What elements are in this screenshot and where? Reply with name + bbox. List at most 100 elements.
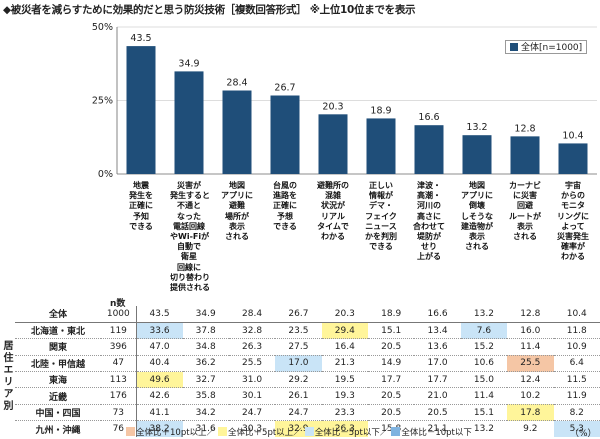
y-tick-label: 50% [92,22,113,33]
table-cell: 20.5 [368,403,415,421]
row-n: 1000 [101,306,137,323]
category-label: 台風の 進路を 正確に 予想 できる [273,181,297,231]
table-cell: 16.0 [507,321,554,339]
footnote-swatch [304,427,314,436]
table-cell: 10.2 [507,387,554,405]
table-cell: 43.5 [136,306,183,323]
table-cell: 11.8 [553,321,600,339]
table-row: 関東 396 47.0 34.8 26.3 27.5 16.4 20.5 13.6 15.2 11.… [15,338,600,356]
bar [270,95,300,174]
footnote-label: 全体比＋10pt以上／ [136,428,216,438]
y-tick-label: 25% [92,96,113,107]
table-cell: 24.7 [228,403,276,421]
row-label: 北陸・甲信越 [15,354,102,372]
table-cell: 41.1 [136,403,183,421]
table-cell: 28.4 [228,306,276,323]
table-cell: 17.7 [414,371,461,388]
bar-value-label: 16.6 [418,112,439,123]
table-cell: 26.1 [275,387,322,405]
table-cell: 32.8 [228,321,276,339]
bar [558,143,588,174]
bar [174,71,204,174]
chart-legend: 全体[n=1000] [505,40,587,54]
table-cell: 21.0 [414,387,461,405]
bar-value-label: 34.9 [178,58,199,69]
bar-value-label: 28.4 [226,78,247,89]
bar [222,90,252,174]
category-label: 正しい 情報が デマ・ フェイク ニュース かを判別 できる [365,181,397,252]
table-cell: 29.2 [275,371,322,388]
row-label: 中国・四国 [15,403,102,421]
table-cell: 11.4 [460,387,508,405]
table-cell: 17.8 [507,403,554,421]
table-cell: 33.6 [136,321,183,339]
table-cell: 36.2 [182,354,229,372]
bar-value-label: 10.4 [562,130,583,141]
table-cell: 10.4 [553,306,600,323]
table-cell: 13.2 [460,420,508,438]
bar-chart: 0% 25% 50% 43.5 34.9 28.4 26.7 20.3 18.9 16.6 13.2… [92,22,597,180]
table-cell: 11.5 [553,371,600,388]
table-cell: 25.5 [228,354,276,372]
table-cell: 34.9 [182,306,229,323]
table-cell: 31.0 [228,371,276,388]
table-cell: 40.4 [136,354,183,372]
footnote-swatch [391,427,401,436]
table-cell: 13.2 [460,306,508,323]
table-cell: 12.4 [507,371,554,388]
row-n: 176 [101,387,137,405]
bar-value-label: 26.7 [274,83,295,94]
crosstab-table: 全体 1000 43.5 34.9 28.4 26.7 20.3 18.9 16.6 13.2 12… [15,306,600,438]
bar-value-label: 13.2 [466,122,487,133]
highlight-footnote: 全体比＋10pt以上／ 全体比＋5pt以上／ 全体比－5pt以下／ 全体比－10pt以… [126,426,475,438]
bar-value-label: 12.8 [514,123,535,134]
table-cell: 17.0 [414,354,461,372]
table-row: 九州・沖縄7638.231.630.332.926.315.821.113.29… [15,420,600,438]
bar [510,136,540,174]
footnote-label: 全体比＋5pt以上／ [228,428,302,438]
category-label: 宇宙 からの モニタ リングに よって 災害発生 確率が わかる [557,181,589,262]
category-label: カーナビ に災害 回避 ルートが 表示 される [509,181,541,242]
n-column-header: n数 [110,299,126,309]
bar-value-label: 20.3 [322,101,343,112]
table-cell: 29.4 [321,321,368,339]
table-row: 近畿 176 42.6 35.8 30.1 26.1 19.3 20.5 21.0 11.4 10.… [15,387,600,405]
category-label: 避難所の 混雑 状況が リアル タイムで わかる [317,181,349,242]
table-cell: 10.6 [460,354,508,372]
legend-swatch [510,43,518,51]
bar-value-label: 43.5 [130,33,151,44]
table-cell: 9.2 [507,420,554,438]
table-cell: 26.7 [275,306,322,323]
row-n: 73 [101,403,137,421]
bar [414,125,444,174]
row-n: 396 [101,338,137,356]
table-cell: 16.4 [321,338,368,356]
table-cell: 20.3 [321,306,368,323]
bar [366,118,396,174]
table-cell: 12.8 [507,306,554,323]
table-cell: 26.3 [321,420,368,438]
table-cell: 13.4 [414,321,461,339]
table-row: 中国・四国 73 41.1 34.2 24.7 24.7 23.3 20.5 20.5 15.1 1… [15,403,600,421]
table-cell: 25.5 [507,354,554,372]
row-n: 47 [101,354,137,372]
table-cell: 15.1 [368,321,415,339]
table-cell: 26.3 [228,338,276,356]
table-row: 北海道・東北 119 33.6 37.8 32.8 23.5 29.4 15.1 13.4 7.6… [15,321,600,339]
table-cell: 10.9 [553,338,600,356]
y-tick-label: 0% [98,169,113,180]
row-label: 近畿 [15,387,102,405]
table-cell: 23.3 [321,403,368,421]
table-cell: 34.2 [182,403,229,421]
bar [318,114,348,174]
table-row: 北陸・甲信越 47 40.4 36.2 25.5 17.0 21.3 14.9 17.0 10.6… [15,354,600,372]
table-cell: 21.1 [414,420,461,438]
footnote-swatch [218,427,228,436]
footnote-label: 全体比－5pt以下／ [314,428,389,438]
row-n: 119 [101,321,137,339]
table-cell: 20.5 [368,338,415,356]
table-cell: 5.3 [553,420,600,438]
footnote-swatch [126,427,135,436]
footnote-label: 全体比－10pt以下 [401,428,472,438]
table-cell: 11.4 [507,338,554,356]
